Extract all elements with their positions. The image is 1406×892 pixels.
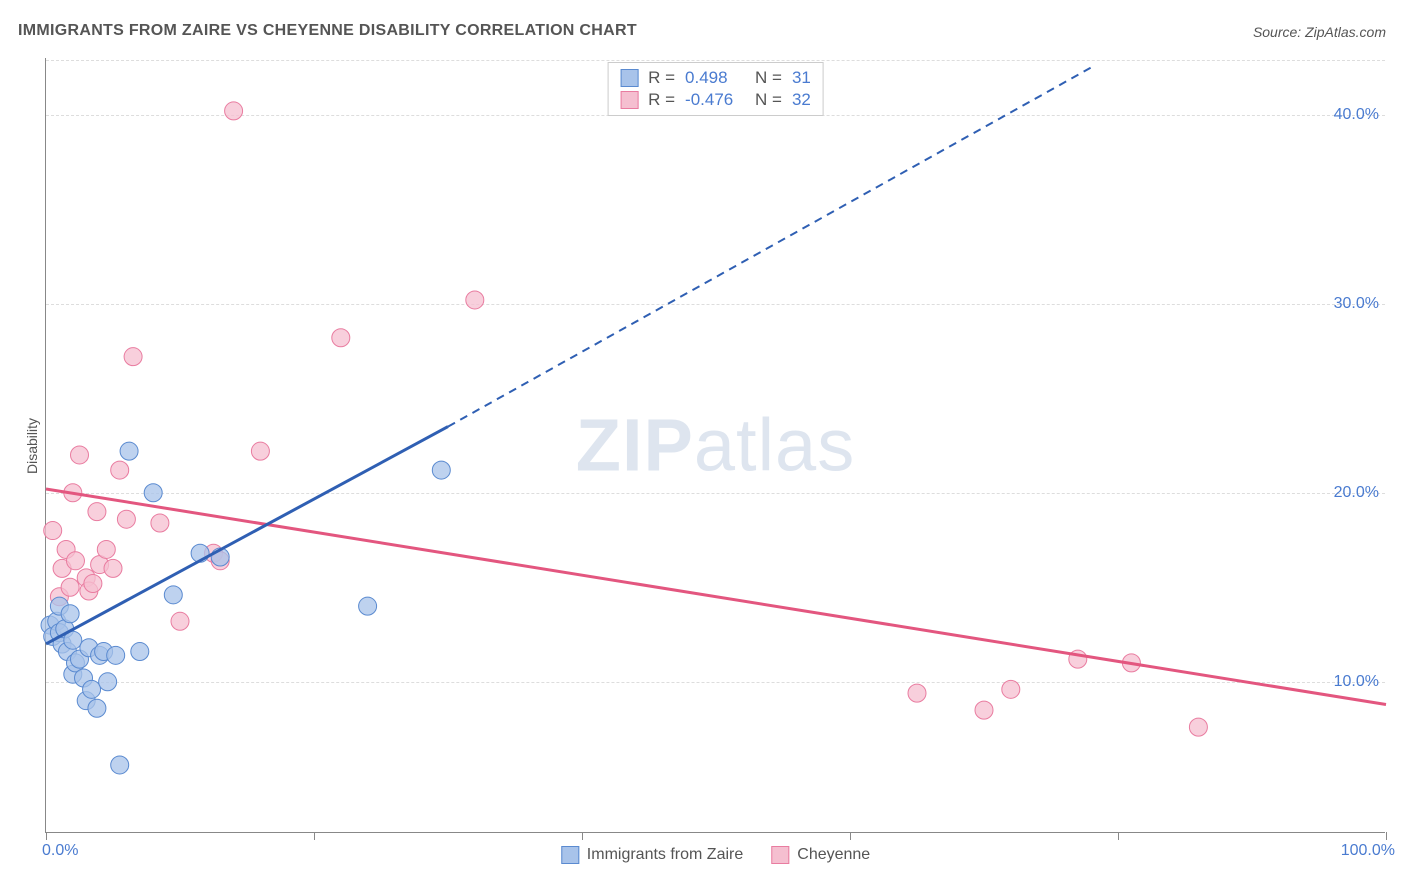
scatter-point	[908, 684, 926, 702]
scatter-point	[251, 442, 269, 460]
scatter-svg	[46, 58, 1385, 832]
scatter-point	[117, 510, 135, 528]
scatter-point	[164, 586, 182, 604]
scatter-point	[61, 578, 79, 596]
scatter-point	[83, 680, 101, 698]
scatter-point	[171, 612, 189, 630]
y-axis-label: Disability	[24, 418, 40, 474]
x-tick	[850, 832, 851, 840]
chart-source: Source: ZipAtlas.com	[1253, 24, 1386, 40]
legend-item-series2: Cheyenne	[771, 846, 870, 864]
legend-label-s2: Cheyenne	[797, 846, 870, 864]
scatter-point	[466, 291, 484, 309]
scatter-point	[131, 643, 149, 661]
x-tick-label-right: 100.0%	[1341, 842, 1395, 860]
scatter-point	[66, 552, 84, 570]
x-tick	[46, 832, 47, 840]
x-tick	[582, 832, 583, 840]
scatter-point	[111, 461, 129, 479]
series-legend: Immigrants from Zaire Cheyenne	[561, 846, 870, 864]
scatter-point	[144, 484, 162, 502]
regression-line-s2	[46, 489, 1386, 704]
scatter-point	[1002, 680, 1020, 698]
legend-label-s1: Immigrants from Zaire	[587, 846, 743, 864]
scatter-point	[71, 446, 89, 464]
scatter-point	[975, 701, 993, 719]
scatter-point	[151, 514, 169, 532]
scatter-point	[99, 673, 117, 691]
scatter-point	[88, 503, 106, 521]
scatter-point	[432, 461, 450, 479]
scatter-point	[88, 699, 106, 717]
scatter-point	[44, 522, 62, 540]
scatter-point	[225, 102, 243, 120]
legend-item-series1: Immigrants from Zaire	[561, 846, 743, 864]
swatch-series1-b	[561, 846, 579, 864]
chart-container: IMMIGRANTS FROM ZAIRE VS CHEYENNE DISABI…	[0, 0, 1406, 892]
scatter-point	[107, 646, 125, 664]
x-tick	[314, 832, 315, 840]
x-tick-label-left: 0.0%	[42, 842, 78, 860]
scatter-point	[61, 605, 79, 623]
regression-line-s1-dashed	[448, 67, 1091, 426]
scatter-point	[332, 329, 350, 347]
x-tick	[1118, 832, 1119, 840]
swatch-series2-b	[771, 846, 789, 864]
regression-line-s1-solid	[46, 427, 448, 644]
scatter-point	[97, 540, 115, 558]
x-tick	[1386, 832, 1387, 840]
scatter-point	[84, 574, 102, 592]
chart-title: IMMIGRANTS FROM ZAIRE VS CHEYENNE DISABI…	[18, 22, 637, 40]
scatter-point	[111, 756, 129, 774]
scatter-point	[104, 559, 122, 577]
scatter-point	[359, 597, 377, 615]
plot-area: ZIPatlas 10.0%20.0%30.0%40.0% 0.0% 100.0…	[45, 58, 1385, 833]
scatter-point	[124, 348, 142, 366]
scatter-point	[1189, 718, 1207, 736]
scatter-point	[120, 442, 138, 460]
